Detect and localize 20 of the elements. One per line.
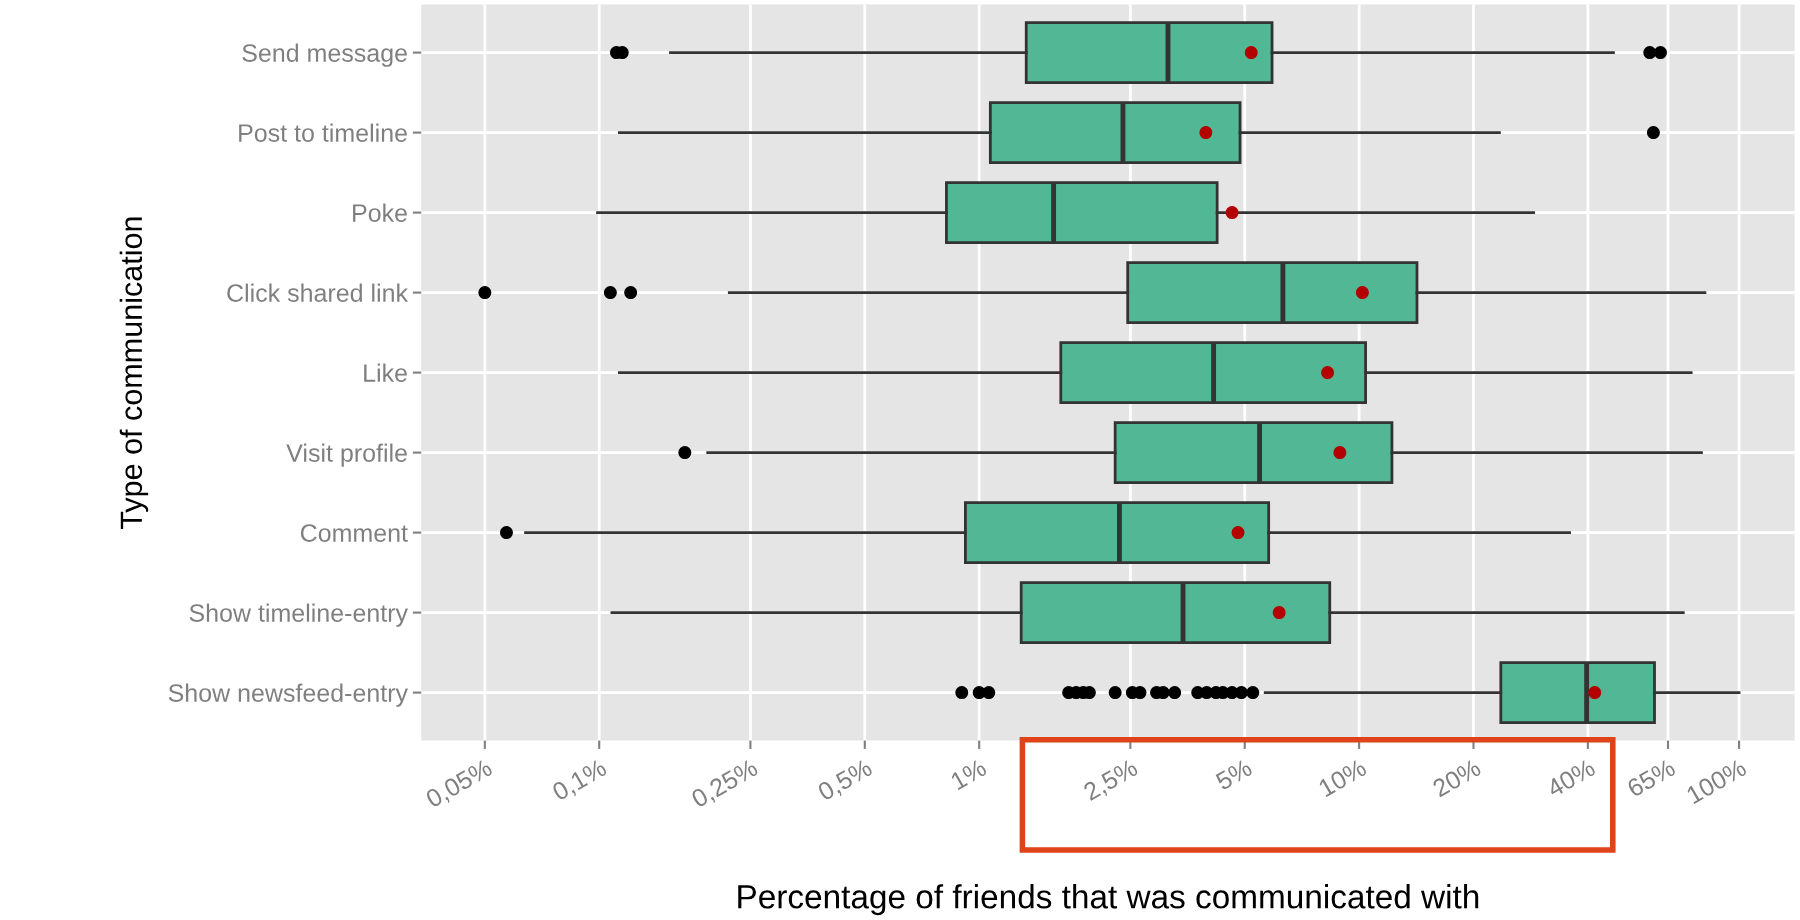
x-tick-label: 1% [949,758,988,791]
x-axis-title: Percentage of friends that was communicated with [738,884,1479,916]
y-tick-label: Visit profile [286,443,407,467]
x-tick-label: 10% [1317,758,1368,798]
y-tick-label: Send message [242,43,407,67]
y-tick-label: Show newsfeed-entry [168,683,408,707]
y-tick-label: Show timeline-entry [189,603,408,627]
y-tick-label: Click shared link [227,283,409,302]
x-tick-label: 20% [1431,758,1482,798]
x-tick-label: 5% [1214,758,1254,791]
x-tick-label: 65% [1626,758,1677,798]
y-tick-label: Post to timeline [239,123,407,142]
y-tick-label: Poke [353,203,407,222]
x-tick-label: 0,1% [551,758,610,804]
y-axis-title: Type of communication [119,217,149,529]
x-tick-label: 2,5% [1082,758,1141,804]
y-tick-label: Comment [300,524,408,542]
x-tick-label: 0,5% [816,758,875,804]
y-tick-label: Like [364,363,407,382]
x-tick-label: 40% [1545,758,1597,798]
